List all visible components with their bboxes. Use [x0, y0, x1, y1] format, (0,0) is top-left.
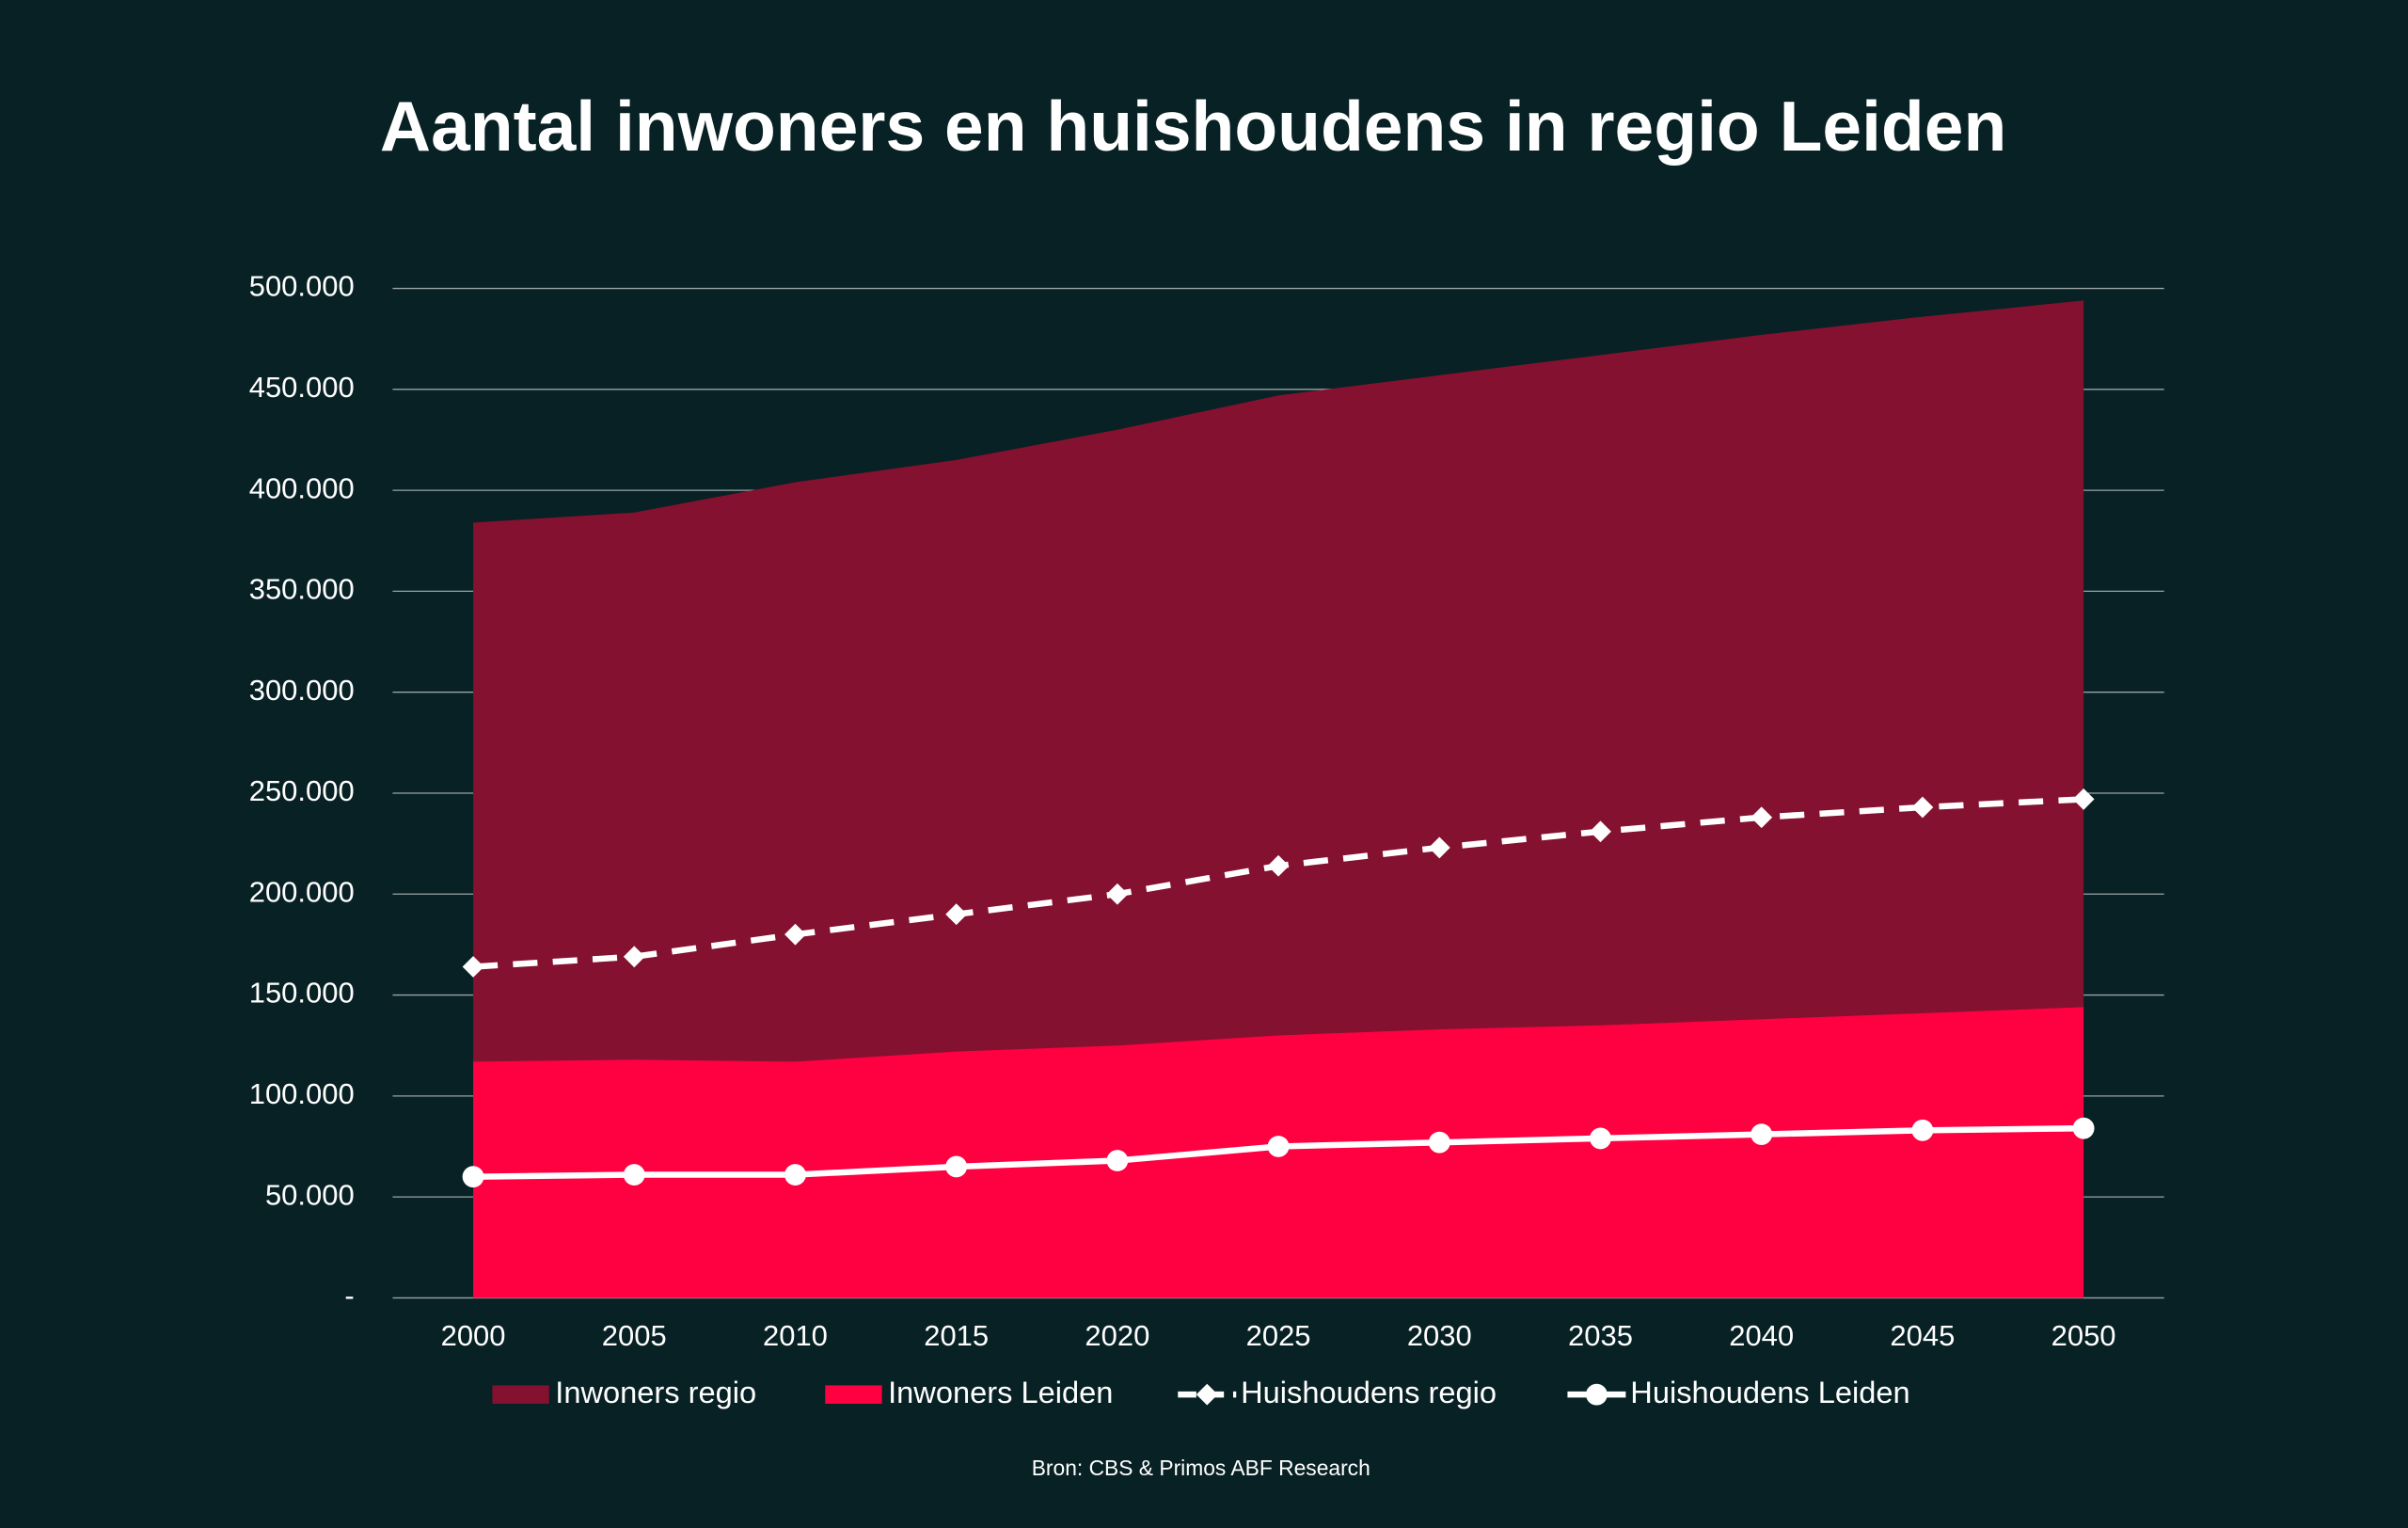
y-tick-label: 500.000: [249, 270, 355, 303]
point-marker: [784, 1164, 806, 1186]
point-marker: [462, 1166, 484, 1188]
point-marker: [1590, 1127, 1611, 1150]
y-tick-label: 300.000: [249, 674, 355, 707]
point-marker: [1911, 1119, 1934, 1141]
y-tick-label: 150.000: [249, 977, 355, 1010]
y-tick-label: 450.000: [249, 371, 355, 404]
y-tick-label: 100.000: [249, 1077, 355, 1110]
point-marker: [1106, 883, 1129, 905]
point-marker: [1267, 854, 1290, 877]
y-tick-label: 250.000: [249, 774, 355, 807]
x-tick-label: 2010: [763, 1319, 828, 1352]
x-tick-label: 2015: [924, 1319, 989, 1352]
legend-label: Huishoudens Leiden: [1630, 1375, 1909, 1409]
chart-title: Aantal inwoners en huishoudens in regio …: [380, 87, 2006, 166]
point-marker: [2072, 1117, 2095, 1139]
legend-label: Huishoudens regio: [1241, 1375, 1497, 1409]
point-marker: [1267, 1136, 1290, 1157]
y-tick-label: 200.000: [249, 875, 355, 908]
point-marker: [623, 946, 645, 968]
legend-swatch: [825, 1385, 882, 1404]
point-marker: [1751, 806, 1773, 829]
y-tick-label: -: [344, 1280, 354, 1313]
point-marker: [1590, 820, 1611, 843]
x-tick-label: 2045: [1890, 1319, 1955, 1352]
x-tick-label: 2000: [441, 1319, 506, 1352]
point-marker: [1428, 1131, 1450, 1154]
legend-marker: [1196, 1383, 1218, 1406]
legend-swatch: [492, 1385, 549, 1404]
source-note: Bron: CBS & Primos ABF Research: [1032, 1456, 1370, 1480]
x-tick-label: 2050: [2052, 1319, 2116, 1352]
x-tick-label: 2035: [1568, 1319, 1633, 1352]
point-marker: [623, 1164, 645, 1186]
x-tick-label: 2040: [1729, 1319, 1794, 1352]
x-tick-label: 2025: [1246, 1319, 1311, 1352]
legend-marker: [1586, 1383, 1608, 1406]
point-marker: [1428, 836, 1450, 859]
x-tick-label: 2005: [602, 1319, 667, 1352]
x-tick-label: 2030: [1407, 1319, 1472, 1352]
point-marker: [784, 923, 806, 946]
point-marker: [1751, 1123, 1773, 1146]
point-marker: [945, 903, 968, 926]
y-tick-label: 50.000: [265, 1178, 355, 1211]
point-marker: [462, 956, 484, 978]
legend-label: Inwoners regio: [555, 1375, 756, 1409]
point-marker: [1106, 1150, 1129, 1171]
y-tick-label: 400.000: [249, 471, 355, 504]
x-tick-label: 2020: [1085, 1319, 1149, 1352]
point-marker: [1911, 796, 1934, 819]
legend-label: Inwoners Leiden: [888, 1375, 1113, 1409]
y-tick-label: 350.000: [249, 573, 355, 606]
point-marker: [945, 1155, 968, 1178]
